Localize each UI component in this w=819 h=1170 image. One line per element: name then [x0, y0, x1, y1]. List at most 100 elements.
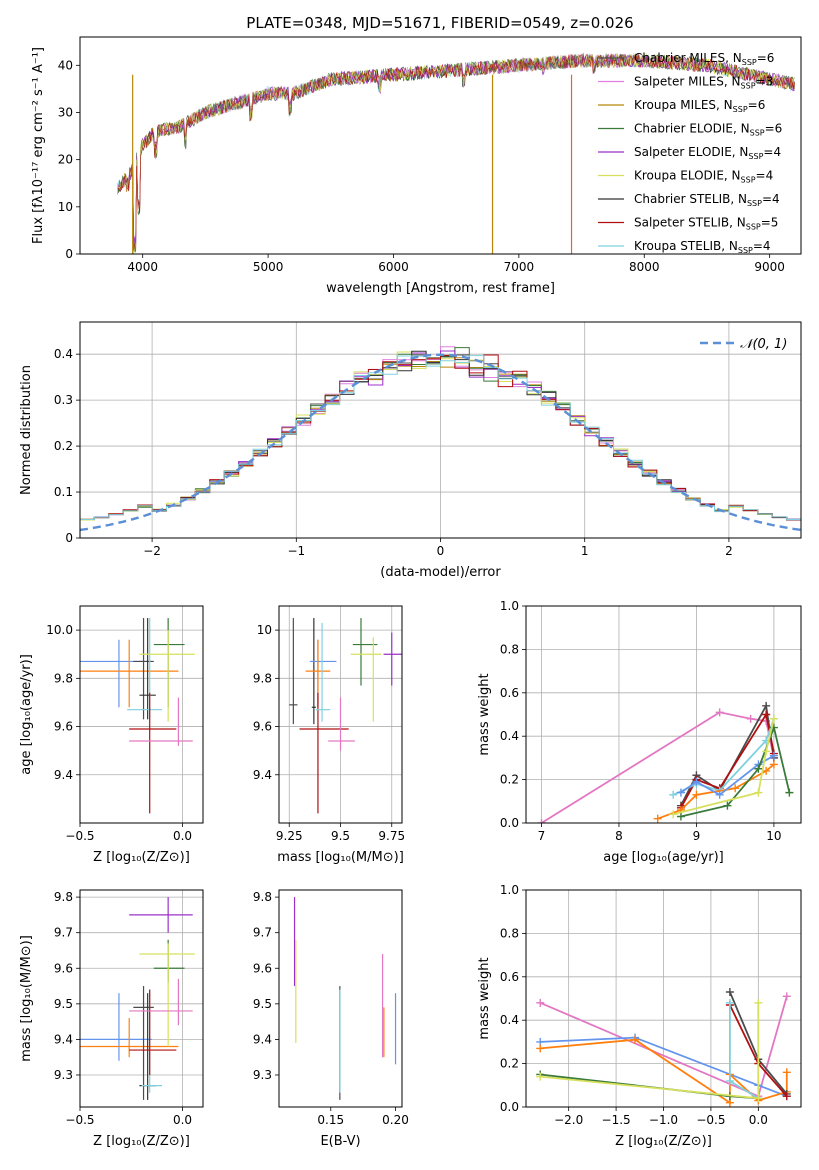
- axes-frame: [525, 889, 802, 1108]
- y-tick-label: 0.0: [500, 1100, 519, 1114]
- panel-age-vs-Z: −0.5 0.0 9.4 9.6 9.8 10.0 Z [log₁₀(Z/Z⊙)] age […: [19, 605, 204, 865]
- panel-mass-vs-Z: −0.5 0.0 9.3 9.4 9.5 9.6 9.7 9.8 Z [log₁₀(Z/Z⊙)]…: [19, 889, 204, 1149]
- axes-frame: [79, 605, 204, 824]
- y-tick-label: 20: [58, 153, 73, 167]
- weight-marker: [754, 764, 763, 773]
- weight-marker: [731, 784, 740, 793]
- y-tick-label: 1.0: [500, 599, 519, 613]
- plot-area-age-vs-Z: [80, 618, 195, 814]
- axes-frame: [79, 889, 204, 1108]
- y-tick-label: 9.4: [54, 1032, 73, 1046]
- y-tick-label: 0.8: [500, 926, 519, 940]
- axes-frame: [278, 605, 403, 824]
- weight-marker: [762, 766, 771, 775]
- y-tick-label: 0.4: [500, 729, 519, 743]
- y-tick-label: 0.1: [54, 485, 73, 499]
- weight-marker: [769, 751, 778, 760]
- figure-title: PLATE=0348, MJD=51671, FIBERID=0549, z=0…: [246, 14, 633, 32]
- y-tick-label: 9.5: [54, 997, 73, 1011]
- y-tick-label: 9.6: [54, 961, 73, 975]
- y-tick-label: 10.0: [46, 623, 73, 637]
- plot-area-age-vs-mass: [289, 618, 402, 814]
- histogram-step: [80, 355, 801, 520]
- x-tick-label: 1: [581, 544, 589, 558]
- weight-marker: [746, 714, 755, 723]
- y-tick-label: 9.6: [54, 720, 73, 734]
- x-tick-label: −1.5: [602, 1113, 631, 1127]
- y-tick-label: 9.3: [54, 1068, 73, 1082]
- x-tick-label: 0.0: [173, 829, 192, 843]
- y-tick-label: 0: [65, 531, 73, 545]
- y-tick-label: 9.8: [54, 671, 73, 685]
- y-tick-label: 0.2: [500, 1057, 519, 1071]
- weight-marker: [725, 987, 734, 996]
- y-tick-label: 10: [257, 623, 272, 637]
- weight-marker: [785, 788, 794, 797]
- weight-marker: [536, 1044, 545, 1053]
- x-axis-label: (data-model)/error: [380, 565, 501, 580]
- weight-marker: [762, 747, 771, 756]
- panel-age-vs-mass: 9.25 9.5 9.75 9.4 9.6 9.8 10 mass [log₁₀(M/M⊙)]: [253, 605, 405, 865]
- legend-entry: Salpeter MILES, NSSP=3: [634, 75, 773, 91]
- x-tick-label: 0.0: [173, 1113, 192, 1127]
- x-tick-label: −0.5: [65, 1113, 94, 1127]
- x-axis-label: E(B-V): [320, 1134, 360, 1149]
- y-tick-label: 0.4: [54, 347, 73, 361]
- weight-line: [540, 1036, 788, 1098]
- x-tick-label: −0.5: [65, 829, 94, 843]
- y-axis-label: Flux [fλ10⁻¹⁷ erg cm⁻² s⁻¹ A⁻¹]: [31, 47, 46, 244]
- plot-area-mass-vs-EBV: [293, 897, 397, 1100]
- weight-marker: [725, 998, 734, 1007]
- plot-area-residual-histogram: [80, 346, 801, 532]
- y-tick-label: 9.7: [54, 926, 73, 940]
- plot-area-mass-vs-Z: [80, 897, 195, 1100]
- x-tick-label: 9.5: [331, 829, 350, 843]
- weight-marker: [762, 701, 771, 710]
- weight-marker: [536, 1072, 545, 1081]
- y-tick-label: 9.6: [253, 961, 272, 975]
- x-tick-label: 0.20: [382, 1113, 409, 1127]
- weight-marker: [692, 777, 701, 786]
- weight-line: [541, 711, 775, 823]
- x-tick-label: −2: [143, 544, 161, 558]
- y-tick-label: 1.0: [500, 883, 519, 897]
- y-tick-label: 0.2: [500, 773, 519, 787]
- y-tick-label: 9.8: [253, 671, 272, 685]
- y-tick-label: 9.6: [253, 720, 272, 734]
- x-tick-label: −1: [287, 544, 305, 558]
- legend-entry: Salpeter ELODIE, NSSP=4: [634, 145, 781, 161]
- y-tick-label: 0.0: [500, 816, 519, 830]
- legend-entry: 𝒩(0, 1): [740, 337, 787, 352]
- y-tick-label: 0.4: [500, 1013, 519, 1027]
- x-tick-label: 0.0: [749, 1113, 768, 1127]
- x-tick-label: 6000: [378, 260, 409, 274]
- y-tick-label: 9.3: [253, 1068, 272, 1082]
- histogram-legend: 𝒩(0, 1): [700, 337, 787, 352]
- y-tick-label: 0.3: [54, 393, 73, 407]
- x-axis-label: Z [log₁₀(Z/Z⊙)]: [93, 1134, 190, 1149]
- y-tick-label: 0.2: [54, 439, 73, 453]
- x-tick-label: −1.0: [649, 1113, 678, 1127]
- weight-marker: [723, 801, 732, 810]
- y-tick-label: 0.6: [500, 686, 519, 700]
- weight-marker: [762, 710, 771, 719]
- y-tick-label: 30: [58, 105, 73, 119]
- weight-marker: [676, 812, 685, 821]
- panel-mass-vs-EBV: 0.15 0.20 9.3 9.4 9.5 9.6 9.7 9.8 E(B-V): [253, 889, 409, 1149]
- panel-weight-vs-age: 7 8 9 10 0.0 0.2 0.4 0.6 0.8 1.0 age [log₁₀(age/yr…: [477, 599, 802, 865]
- axes-frame: [278, 889, 403, 1108]
- y-tick-label: 9.7: [253, 926, 272, 940]
- y-tick-label: 0.6: [500, 970, 519, 984]
- legend-entry: Chabrier STELIB, NSSP=4: [634, 192, 780, 208]
- y-tick-label: 9.8: [54, 890, 73, 904]
- legend-entry: Kroupa STELIB, NSSP=4: [634, 239, 771, 255]
- x-axis-label: wavelength [Angstrom, rest frame]: [326, 281, 555, 296]
- x-tick-label: 9.25: [276, 829, 303, 843]
- x-tick-label: 0.15: [317, 1113, 344, 1127]
- legend-entry: Salpeter STELIB, NSSP=5: [634, 216, 778, 232]
- y-tick-label: 9.5: [253, 997, 272, 1011]
- weight-marker: [754, 1094, 763, 1103]
- weight-marker: [676, 788, 685, 797]
- weight-marker: [653, 814, 662, 823]
- y-tick-label: 0: [65, 247, 73, 261]
